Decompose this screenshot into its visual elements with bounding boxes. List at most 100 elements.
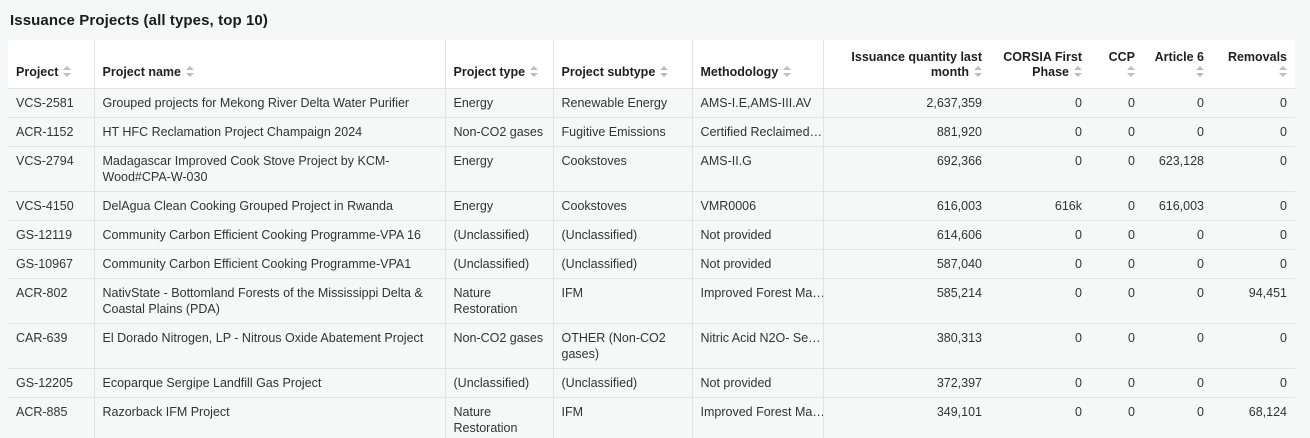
cell: 0 [990, 116, 1090, 146]
column-header-label: Issuance quantity last month [851, 49, 982, 79]
cell: 380,313 [823, 322, 990, 368]
column-header-project-name[interactable]: Project name [94, 40, 446, 88]
cell: 0 [1212, 322, 1295, 368]
column-header-ccp[interactable]: CCP [1090, 40, 1143, 88]
column-header-label: Methodology [700, 64, 779, 79]
cell: Renewable Energy [553, 87, 693, 117]
cell: Energy [445, 190, 554, 220]
table-row: ACR-885 Razorback IFM Project Nature Resto… [8, 396, 1295, 438]
cell: Not provided [692, 367, 824, 397]
cell: 0 [1090, 396, 1143, 438]
column-header-article-6[interactable]: Article 6 [1143, 40, 1212, 88]
cell: 623,128 [1143, 145, 1212, 191]
cell: 0 [1143, 367, 1212, 397]
cell: Not provided [692, 248, 824, 278]
cell: Energy [445, 87, 554, 117]
cell: 616,003 [823, 190, 990, 220]
cell: El Dorado Nitrogen, LP - Nitrous Oxide A… [94, 322, 446, 368]
cell: AMS-II.G [692, 145, 824, 191]
cell: 0 [990, 145, 1090, 191]
project-id-cell: CAR-639 [8, 322, 95, 368]
column-header-label: CORSIA First Phase [1003, 49, 1082, 79]
cell: (Unclassified) [445, 219, 554, 249]
cell: 0 [1143, 87, 1212, 117]
sort-icon [1196, 65, 1204, 77]
table-row: GS-12205 Ecoparque Sergipe Landfill Gas P… [8, 367, 1295, 397]
column-header-project-subtype[interactable]: Project subtype [553, 40, 693, 88]
cell: Community Carbon Efficient Cooking Progr… [94, 219, 446, 249]
table-row: ACR-1152 HT HFC Reclamation Project Champ… [8, 116, 1295, 146]
cell: 0 [1090, 277, 1143, 323]
cell: 0 [1090, 116, 1143, 146]
cell: HT HFC Reclamation Project Champaign 202… [94, 116, 446, 146]
sort-icon [1279, 65, 1287, 77]
cell: OTHER (Non-CO2 gases) [553, 322, 693, 368]
project-id-cell: GS-12205 [8, 367, 95, 397]
column-header-label: Project subtype [561, 64, 656, 79]
cell: 0 [1090, 219, 1143, 249]
cell: Improved Forest Ma… [692, 277, 824, 323]
project-id-cell: GS-10967 [8, 248, 95, 278]
column-header-project-type[interactable]: Project type [445, 40, 554, 88]
cell: Cookstoves [553, 145, 693, 191]
cell: 0 [990, 87, 1090, 117]
cell: (Unclassified) [553, 248, 693, 278]
cell: 0 [1090, 322, 1143, 368]
cell: 587,040 [823, 248, 990, 278]
cell: Nature Restoration [445, 277, 554, 323]
column-header-issuance-quantity-last-month[interactable]: Issuance quantity last month [823, 40, 990, 88]
cell: 881,920 [823, 116, 990, 146]
issuance-projects-table: Project Project name Project type Project s… [8, 40, 1295, 438]
table-header: Project Project name Project type Project s… [8, 40, 1295, 88]
column-header-label: Project [16, 64, 59, 79]
cell: IFM [553, 396, 693, 438]
column-header-label: CCP [1108, 49, 1135, 64]
cell: 616k [990, 190, 1090, 220]
cell: 585,214 [823, 277, 990, 323]
column-header-label: Article 6 [1154, 49, 1204, 64]
cell: 0 [1143, 219, 1212, 249]
project-id-cell: ACR-802 [8, 277, 95, 323]
cell: (Unclassified) [445, 248, 554, 278]
project-id-cell: ACR-885 [8, 396, 95, 438]
cell: 0 [990, 248, 1090, 278]
cell: Cookstoves [553, 190, 693, 220]
cell: 0 [1143, 396, 1212, 438]
column-header-label: Removals [1227, 49, 1287, 64]
cell: Razorback IFM Project [94, 396, 446, 438]
cell: 0 [1090, 190, 1143, 220]
cell: 0 [1212, 367, 1295, 397]
cell: 0 [1090, 248, 1143, 278]
cell: Non-CO2 gases [445, 322, 554, 368]
column-header-corsia-first-phase[interactable]: CORSIA First Phase [990, 40, 1090, 88]
cell: 0 [1143, 116, 1212, 146]
cell: (Unclassified) [553, 219, 693, 249]
cell: 94,451 [1212, 277, 1295, 323]
cell: Nature Restoration [445, 396, 554, 438]
cell: 616,003 [1143, 190, 1212, 220]
table-row: VCS-4150 DelAgua Clean Cooking Grouped Pr… [8, 190, 1295, 220]
cell: Fugitive Emissions [553, 116, 693, 146]
cell: Improved Forest Ma… [692, 396, 824, 438]
table-row: GS-10967 Community Carbon Efficient Cooki… [8, 248, 1295, 278]
project-id-cell: VCS-4150 [8, 190, 95, 220]
column-header-removals[interactable]: Removals [1212, 40, 1295, 88]
column-header-methodology[interactable]: Methodology [692, 40, 824, 88]
cell: Grouped projects for Mekong River Delta … [94, 87, 446, 117]
table-row: ACR-802 NativState - Bottomland Forests o… [8, 277, 1295, 323]
cell: NativState - Bottomland Forests of the M… [94, 277, 446, 323]
cell: Ecoparque Sergipe Landfill Gas Project [94, 367, 446, 397]
sort-icon [783, 65, 792, 77]
column-header-project[interactable]: Project [8, 40, 95, 88]
cell: Community Carbon Efficient Cooking Progr… [94, 248, 446, 278]
cell: 372,397 [823, 367, 990, 397]
sort-icon [186, 65, 195, 77]
table-row: CAR-639 El Dorado Nitrogen, LP - Nitrous … [8, 322, 1295, 368]
cell: 0 [1212, 190, 1295, 220]
cell: 0 [1143, 248, 1212, 278]
cell: 0 [990, 367, 1090, 397]
project-id-cell: ACR-1152 [8, 116, 95, 146]
sort-icon [63, 65, 72, 77]
cell: 0 [1212, 248, 1295, 278]
cell: 0 [1143, 322, 1212, 368]
